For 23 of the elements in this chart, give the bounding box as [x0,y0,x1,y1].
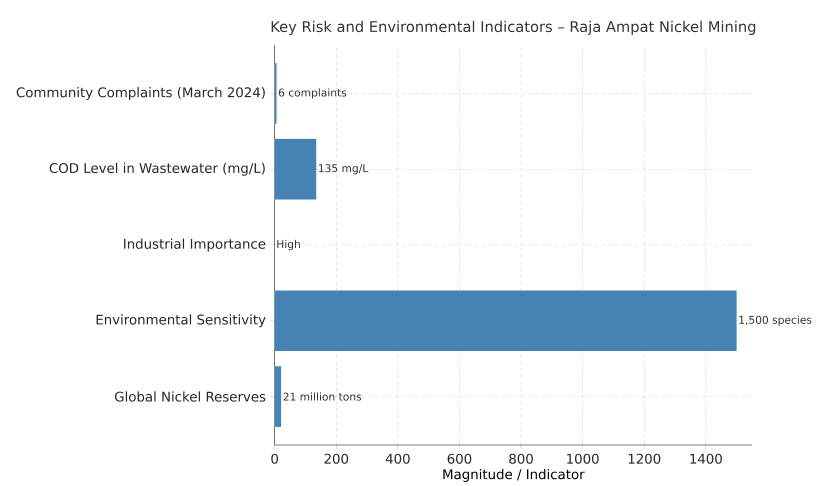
data-label: 6 complaints [278,88,346,99]
bar [274,290,737,351]
data-label: 21 million tons [284,392,362,400]
chart-title: Key Risk and Environmental Indicators – Raja Ampat Nickel Mining [272,20,756,35]
x-tick-label: 800 [509,454,533,464]
text: High [277,240,300,250]
data-label: 135 mg/L [319,164,368,174]
data-label: 1,500 species [739,315,812,326]
x-axis-title: Magnitude / Indicator [443,468,585,482]
x-tick-label: 1200 [628,454,660,464]
x-tick-label: 1400 [690,454,722,464]
bar [274,366,282,427]
y-tick-label: Industrial Importance [124,238,266,252]
y-tick-label: Community Complaints (March 2024) [16,86,265,100]
x-tick-label: 600 [448,454,472,464]
x-tick-label: 1000 [567,454,599,464]
y-tick-label: Global Nickel Reserves [114,391,266,402]
x-tick-label: 400 [386,454,410,464]
bar [274,138,316,200]
y-tick-label: COD Level in Wastewater (mg/L) [50,162,265,176]
y-tick-label: Environmental Sensitivity [96,314,266,328]
x-tick-label: 0 [271,454,278,464]
x-tick-label: 200 [324,454,348,464]
